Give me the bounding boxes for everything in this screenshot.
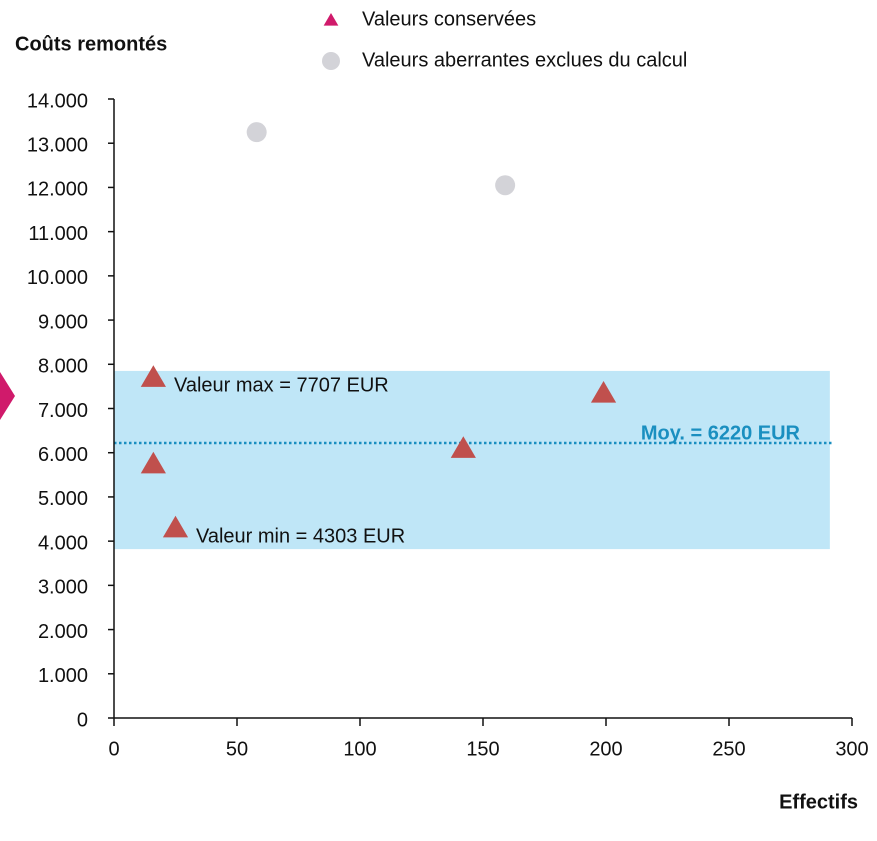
y-tick-label: 12.000 xyxy=(27,179,88,201)
y-tick-label: 14.000 xyxy=(27,90,88,112)
point xyxy=(495,175,516,196)
legend-marker xyxy=(323,13,339,26)
x-tick-label: 150 xyxy=(466,738,499,760)
mean-label: Moy. = 6220 EUR xyxy=(641,422,801,444)
x-tick-label: 250 xyxy=(712,738,745,760)
y-tick-label: 6.000 xyxy=(38,444,88,466)
x-tick-label: 100 xyxy=(343,738,376,760)
y-tick-label: 3.000 xyxy=(38,577,88,599)
y-tick-label: 1.000 xyxy=(38,665,88,687)
y-tick-label: 10.000 xyxy=(27,267,88,289)
y-tick-label: 9.000 xyxy=(38,311,88,333)
y-axis-label: Coûts remontés xyxy=(15,33,167,55)
point xyxy=(140,365,166,387)
point xyxy=(162,515,189,538)
point xyxy=(140,451,166,474)
point xyxy=(590,381,617,403)
range-band xyxy=(114,370,830,550)
min-annotation: Valeur min = 4303 EUR xyxy=(196,525,405,547)
point xyxy=(450,436,476,458)
legend-label: Valeurs aberrantes exclues du calcul xyxy=(362,49,687,71)
legend-marker xyxy=(322,52,340,70)
max-annotation: Valeur max = 7707 EUR xyxy=(174,374,389,396)
y-tick-label: 8.000 xyxy=(38,356,88,378)
y-tick-label: 13.000 xyxy=(27,134,88,156)
point xyxy=(246,122,267,143)
y-tick-label: 11.000 xyxy=(28,223,88,245)
y-tick-label: 2.000 xyxy=(38,621,88,643)
x-tick-label: 300 xyxy=(835,738,868,760)
x-tick-label: 200 xyxy=(589,738,622,760)
y-tick-label: 4.000 xyxy=(38,532,88,554)
x-tick-label: 50 xyxy=(226,738,248,760)
y-tick-label: 5.000 xyxy=(38,488,88,510)
side-marker xyxy=(0,372,15,420)
legend-label: Valeurs conservées xyxy=(362,8,536,30)
y-tick-label: 0 xyxy=(77,709,88,731)
x-tick-label: 0 xyxy=(108,738,119,760)
y-tick-label: 7.000 xyxy=(38,400,88,422)
x-axis-label: Effectifs xyxy=(779,791,858,813)
